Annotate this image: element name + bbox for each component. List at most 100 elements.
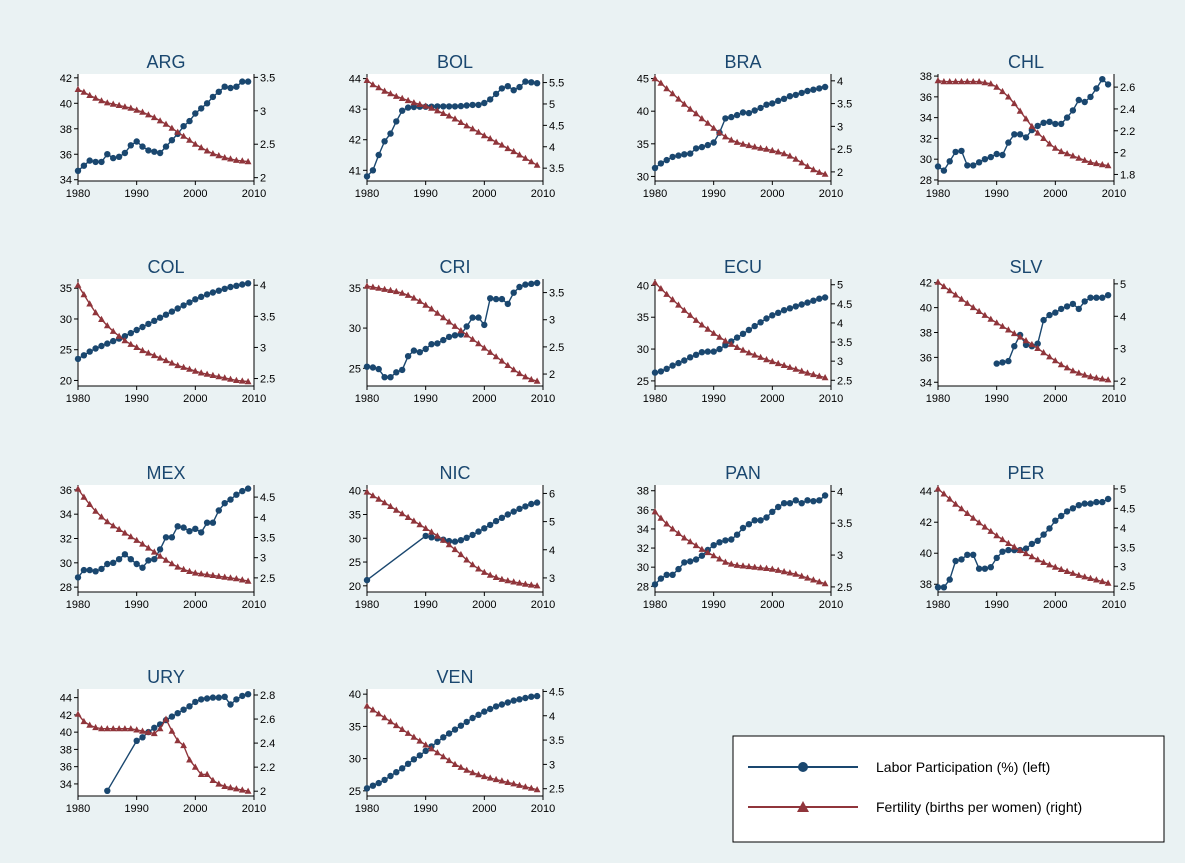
- fertility-point: [439, 314, 447, 321]
- fertility-point: [475, 771, 482, 778]
- labor-point: [487, 96, 494, 103]
- fertility-point: [445, 318, 453, 325]
- fertility-point: [221, 154, 229, 161]
- labor-point: [98, 158, 105, 166]
- labor-point: [151, 317, 158, 324]
- fertility-point: [375, 495, 383, 502]
- labor-point: [369, 782, 377, 789]
- plot-area: [938, 485, 1114, 592]
- labor-point: [434, 103, 441, 110]
- labor-point: [162, 534, 170, 541]
- fertility-point: [1034, 556, 1042, 563]
- labor-point: [156, 149, 164, 157]
- fertility-point: [821, 374, 829, 381]
- fertility-point: [86, 300, 94, 307]
- labor-point: [516, 505, 523, 512]
- left-tick-label: 32: [920, 133, 932, 145]
- labor-point: [399, 366, 406, 374]
- fertility-point: [815, 372, 823, 379]
- fertility-point: [993, 319, 1001, 326]
- left-tick-label: 30: [920, 154, 932, 166]
- labor-point: [946, 158, 953, 165]
- labor-point: [387, 772, 394, 780]
- labor-point: [528, 500, 535, 508]
- labor-point: [698, 349, 706, 356]
- x-tick-label: 2000: [183, 599, 207, 611]
- fertility-point: [215, 780, 223, 787]
- fertility-point: [74, 281, 82, 288]
- left-tick-label: 30: [60, 314, 72, 326]
- labor-point: [687, 354, 694, 361]
- fertility-point: [1040, 349, 1047, 356]
- fertility-point: [1040, 134, 1047, 141]
- fertility-point: [492, 353, 500, 360]
- labor-point: [958, 556, 965, 563]
- x-tick-label: 2000: [760, 393, 784, 405]
- x-tick-label: 1990: [984, 188, 1008, 200]
- labor-point: [428, 534, 435, 541]
- labor-point: [504, 699, 511, 706]
- fertility-point: [121, 103, 129, 110]
- panel-title: PER: [1007, 463, 1044, 483]
- fertility-point: [1087, 574, 1094, 581]
- labor-point: [946, 576, 953, 583]
- fertility-point: [815, 168, 823, 175]
- fertility-point: [392, 506, 400, 513]
- fertility-point: [1081, 573, 1089, 580]
- left-tick-label: 35: [349, 721, 361, 733]
- fertility-point: [428, 305, 435, 312]
- fertility-point: [763, 145, 770, 152]
- left-tick-label: 42: [60, 73, 72, 85]
- fertility-point: [227, 574, 234, 581]
- labor-point: [233, 282, 240, 289]
- left-tick-label: 40: [60, 98, 72, 110]
- x-tick-label: 2000: [1043, 393, 1067, 405]
- fertility-point: [74, 85, 82, 92]
- fertility-point: [733, 138, 741, 145]
- right-tick-label: 4.5: [549, 120, 564, 132]
- labor-point: [469, 101, 476, 109]
- left-tick-label: 25: [60, 345, 72, 357]
- labor-point: [239, 78, 246, 85]
- fertility-point: [197, 144, 205, 151]
- fertility-point: [392, 287, 400, 295]
- labor-point: [940, 584, 948, 591]
- labor-point: [174, 710, 181, 717]
- fertility-point: [498, 141, 506, 148]
- fertility-point: [404, 291, 412, 298]
- left-tick-label: 38: [920, 71, 932, 83]
- labor-point: [733, 531, 741, 538]
- plot-area: [938, 279, 1114, 386]
- left-tick-label: 40: [60, 727, 72, 739]
- fertility-point: [98, 97, 105, 104]
- fertility-point: [387, 286, 394, 293]
- x-tick-label: 1980: [643, 393, 667, 405]
- labor-point: [498, 85, 506, 92]
- left-tick-label: 25: [349, 557, 361, 569]
- fertility-point: [92, 723, 99, 731]
- fertility-point: [727, 340, 735, 347]
- labor-point: [139, 143, 146, 150]
- fertility-point: [698, 545, 706, 552]
- fertility-point: [963, 509, 971, 516]
- labor-point: [186, 528, 193, 535]
- fertility-point: [416, 297, 424, 304]
- labor-point: [1052, 517, 1059, 524]
- labor-point: [651, 164, 659, 172]
- fertility-point: [233, 156, 240, 163]
- labor-point: [481, 99, 488, 107]
- labor-point: [1058, 512, 1065, 520]
- labor-point: [1034, 122, 1041, 130]
- labor-point: [168, 713, 176, 720]
- labor-point: [657, 160, 665, 167]
- left-tick-label: 38: [920, 328, 932, 340]
- fertility-point: [392, 721, 400, 729]
- fertility-point: [1093, 576, 1100, 583]
- labor-point: [463, 534, 470, 541]
- legend-box: [732, 735, 1165, 843]
- fertility-point: [1005, 539, 1012, 546]
- labor-point: [810, 297, 817, 304]
- left-tick-label: 28: [920, 175, 932, 187]
- fertility-point: [768, 565, 776, 572]
- labor-point: [704, 348, 711, 355]
